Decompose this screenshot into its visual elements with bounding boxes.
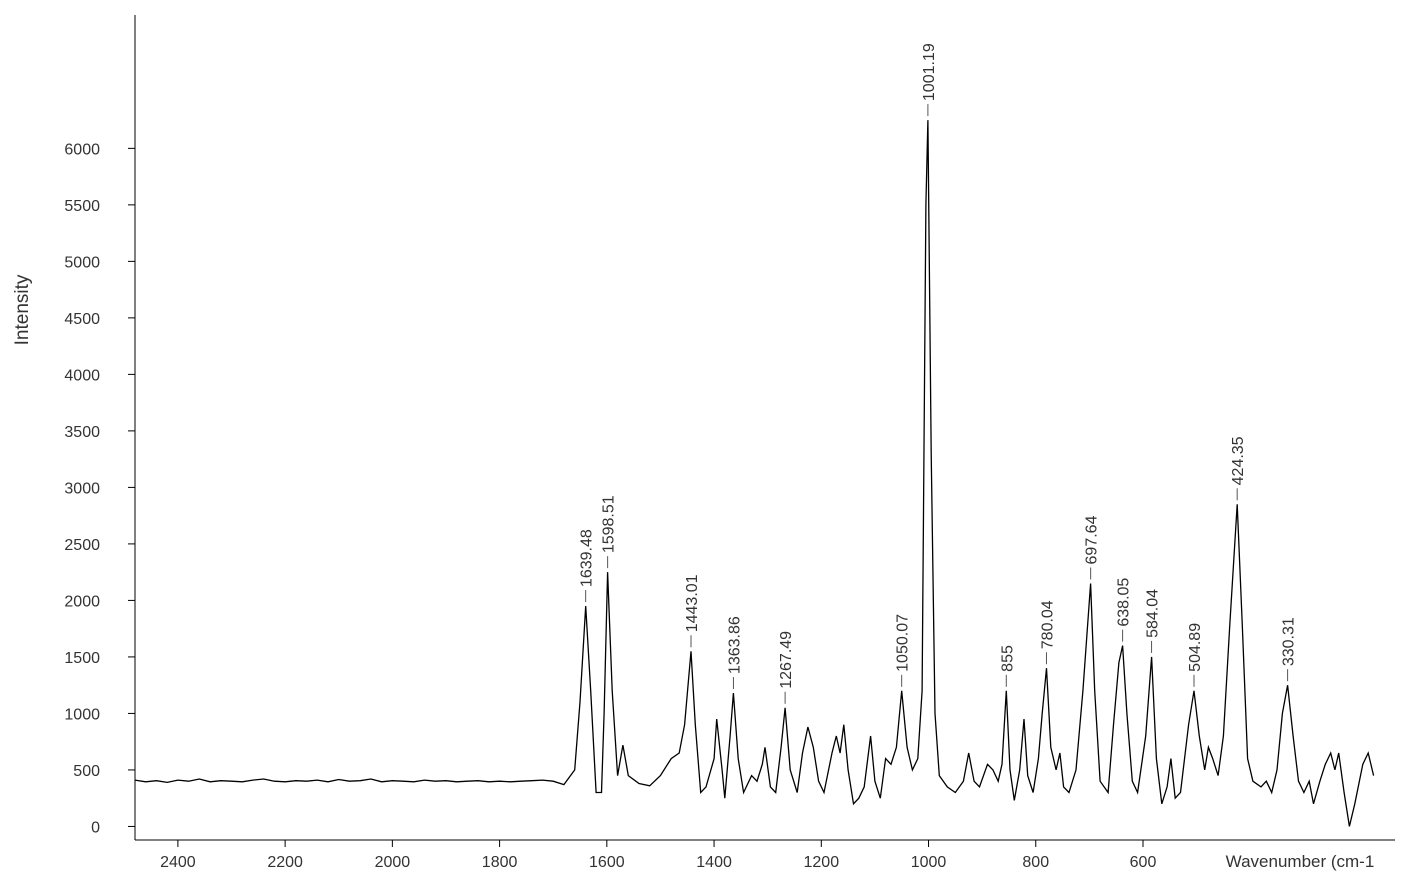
peak-label: 855 [999, 645, 1016, 672]
peak-label: 1001.19 [921, 43, 938, 101]
peak-label: 697.64 [1084, 515, 1101, 564]
x-tick-label: 1200 [804, 854, 840, 871]
peak-label: 330.31 [1281, 617, 1298, 666]
y-tick-label: 1500 [64, 650, 100, 667]
peak-label: 1363.86 [726, 616, 743, 674]
peak-label: 1598.51 [601, 495, 618, 553]
peak-label: 584.04 [1145, 589, 1162, 638]
y-tick-label: 5500 [64, 198, 100, 215]
y-axis-title: Intensity [12, 274, 33, 345]
y-tick-label: 5000 [64, 254, 100, 271]
x-tick-label: 2200 [267, 854, 303, 871]
x-tick-label: 2400 [160, 854, 196, 871]
x-tick-label: 800 [1022, 854, 1049, 871]
y-tick-label: 500 [73, 763, 100, 780]
peak-label: 1639.48 [579, 529, 596, 587]
peak-label: 424.35 [1230, 436, 1247, 485]
x-tick-label: 600 [1130, 854, 1157, 871]
x-tick-label: 1800 [482, 854, 518, 871]
x-tick-label: 1400 [696, 854, 732, 871]
y-tick-label: 4500 [64, 311, 100, 328]
y-tick-label: 3000 [64, 480, 100, 497]
x-tick-label: 1000 [911, 854, 947, 871]
y-tick-label: 2500 [64, 537, 100, 554]
peak-label: 1443.01 [684, 574, 701, 632]
peak-label: 1050.07 [895, 614, 912, 672]
x-tick-label: 1600 [589, 854, 625, 871]
x-axis-title: Wavenumber (cm-1 [1226, 852, 1375, 871]
peak-label: 780.04 [1039, 600, 1056, 649]
y-tick-label: 4000 [64, 367, 100, 384]
peak-label: 638.05 [1116, 578, 1133, 627]
y-tick-label: 2000 [64, 593, 100, 610]
peak-label: 1267.49 [778, 631, 795, 689]
peak-label: 504.89 [1187, 623, 1204, 672]
y-tick-label: 1000 [64, 706, 100, 723]
y-tick-label: 3500 [64, 424, 100, 441]
x-tick-label: 2000 [375, 854, 411, 871]
y-tick-label: 0 [91, 819, 100, 836]
y-tick-label: 6000 [64, 141, 100, 158]
spectrum-line [134, 120, 1375, 827]
